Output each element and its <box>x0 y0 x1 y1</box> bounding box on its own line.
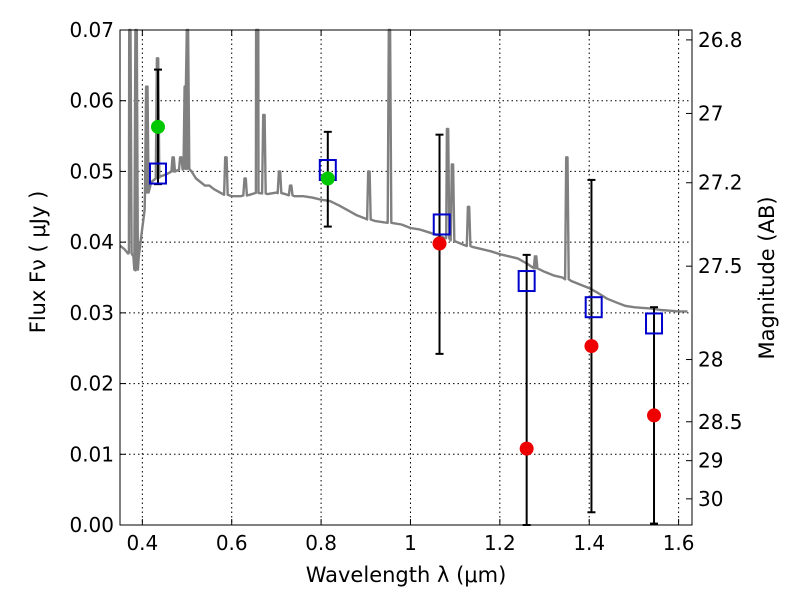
y-axis-label: Flux Fν ( μJy ) <box>26 191 50 334</box>
y2-tick-label: 27.5 <box>698 254 743 278</box>
y-tick-label: 0.06 <box>69 89 114 113</box>
spectrum-layer <box>119 28 688 313</box>
y2-tick-label: 29 <box>698 449 723 473</box>
green-data-point <box>150 119 165 134</box>
y2-tick-label: 27 <box>698 101 723 125</box>
y-tick-label: 0.00 <box>69 513 114 537</box>
y2-tick-label: 30 <box>698 487 723 511</box>
y-tick-label: 0.05 <box>69 159 114 183</box>
x-tick-label: 0.4 <box>126 531 158 555</box>
plot-area-frame <box>119 29 693 526</box>
data-points <box>148 119 664 456</box>
axis-ticks: 0.4 0.6 0.8 1 1.2 1.4 1.6 0.00 0.01 0.02 0.03 0.04 0… <box>69 18 742 555</box>
red-data-point <box>584 339 599 354</box>
spectrum-line <box>119 28 688 313</box>
model-flux-box <box>517 270 536 293</box>
y-tick-label: 0.01 <box>69 442 114 466</box>
model-flux-box <box>432 213 451 236</box>
x-tick-label: 1.2 <box>484 531 516 555</box>
green-data-point <box>320 171 335 186</box>
x-tick-label: 1 <box>404 531 417 555</box>
y2-tick-label: 28.5 <box>698 410 743 434</box>
model-flux-box <box>645 312 664 335</box>
y-tick-label: 0.03 <box>69 301 114 325</box>
y-tick-label: 0.02 <box>69 372 114 396</box>
grid-lines <box>120 30 692 525</box>
y2-tick-label: 27.2 <box>698 171 743 195</box>
x-tick-label: 1.4 <box>573 531 605 555</box>
x-tick-label: 1.6 <box>663 531 695 555</box>
secondary-y-axis-label: Magnitude (AB) <box>755 196 779 359</box>
red-data-point <box>519 441 534 456</box>
y2-tick-label: 28 <box>698 348 723 372</box>
error-bars <box>153 68 659 526</box>
y-tick-label: 0.04 <box>69 230 114 254</box>
red-data-point <box>647 408 662 423</box>
model-flux-box <box>584 296 603 319</box>
x-axis-label: Wavelength λ (μm) <box>306 563 507 587</box>
model-flux-box <box>148 162 167 185</box>
x-tick-label: 0.6 <box>216 531 248 555</box>
y-tick-label: 0.07 <box>69 18 114 42</box>
x-tick-label: 0.8 <box>305 531 337 555</box>
y2-tick-label: 26.8 <box>698 28 743 52</box>
red-data-point <box>432 236 447 251</box>
